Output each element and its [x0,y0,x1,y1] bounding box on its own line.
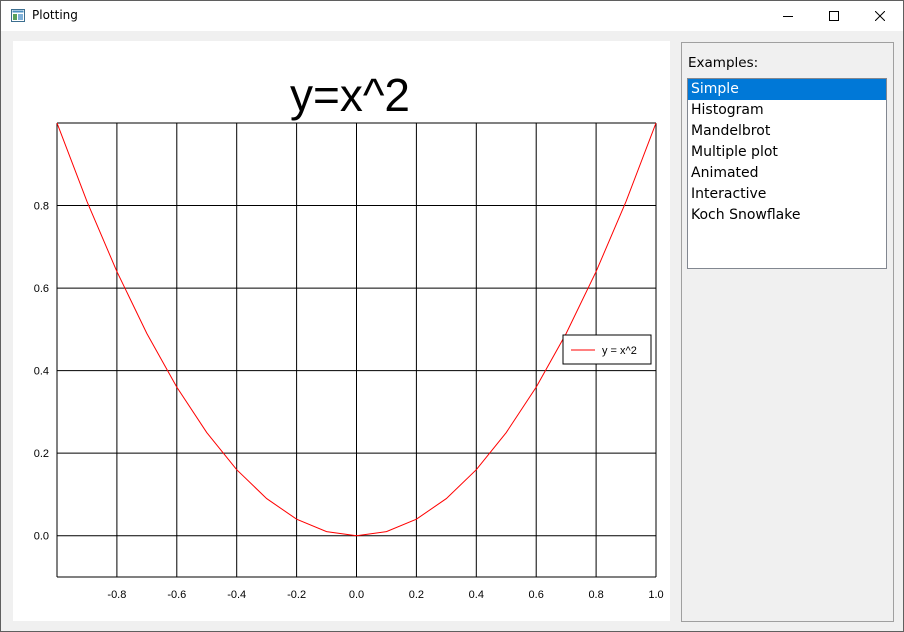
list-item-animated[interactable]: Animated [691,165,759,181]
examples-panel: Examples: Simple Histogram Mandelbrot Multi… [681,42,894,622]
examples-label: Examples: [688,55,759,71]
list-item-simple[interactable]: Simple [688,79,886,100]
x-tick-label: 0.2 [409,589,424,601]
x-tick-label: -0.4 [227,589,246,601]
x-tick-label: 0.4 [469,589,484,601]
x-axis-ticks: -0.8 -0.6 -0.4 -0.2 0.0 0.2 0.4 0.6 0.8 1.0 [107,589,663,601]
window-title: Plotting [32,8,78,22]
line-chart: -0.8 -0.6 -0.4 -0.2 0.0 0.2 0.4 0.6 0.8 1.0 0.00.… [34,69,664,601]
x-tick-label: -0.2 [287,589,306,601]
x-tick-label: -0.8 [107,589,126,601]
y-tick-label: 0.8 [34,201,49,213]
list-item-histogram[interactable]: Histogram [691,102,764,118]
legend-label: y = x^2 [602,345,637,357]
list-item-interactive[interactable]: Interactive [691,186,767,202]
x-tick-label: -0.6 [167,589,186,601]
maximize-icon [829,11,839,21]
list-item-koch-snowflake[interactable]: Koch Snowflake [691,207,801,223]
chart-legend: y = x^2 [562,334,652,365]
title-bar[interactable]: Plotting [1,1,903,31]
list-item-mandelbrot[interactable]: Mandelbrot [691,123,771,139]
y-tick-label: 0.4 [34,366,49,378]
x-tick-label: 0.0 [349,589,364,601]
y-tick-label: 0.0 [34,531,49,543]
series-line [56,122,657,537]
chart-grid [56,122,657,578]
plot-canvas[interactable]: -0.8 -0.6 -0.4 -0.2 0.0 0.2 0.4 0.6 0.8 1.0 0.0 0.… [13,41,670,621]
minimize-button[interactable] [765,1,811,31]
chart-title: y=x^2 [290,69,410,121]
y-tick-label: 0.2 [34,448,49,460]
app-window-icon [11,9,25,22]
list-item-multiple-plot[interactable]: Multiple plot [691,144,778,160]
x-tick-label: 1.0 [648,589,663,601]
examples-list[interactable]: Simple Histogram Mandelbrot Multiple plot An… [687,78,887,269]
x-tick-label: 0.6 [529,589,544,601]
chart-series [56,122,657,537]
y-tick-label: 0.6 [34,283,49,295]
close-button[interactable] [857,1,903,31]
maximize-button[interactable] [811,1,857,31]
x-tick-label: 0.8 [588,589,603,601]
close-icon [875,11,885,21]
y-axis-ticks: 0.0 0.2 0.4 0.6 0.8 [34,201,49,543]
minimize-icon [783,16,793,17]
